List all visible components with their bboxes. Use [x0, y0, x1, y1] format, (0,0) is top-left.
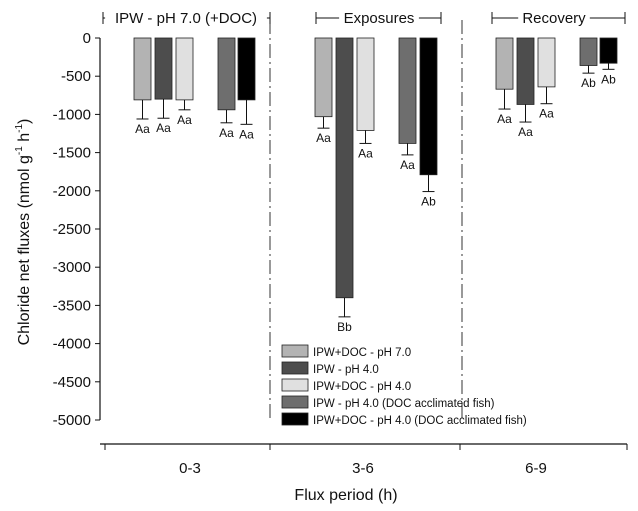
x-tick-label: 3-6 — [352, 460, 374, 477]
legend-swatch — [281, 412, 309, 426]
bar — [516, 37, 535, 105]
significance-label: Aa — [239, 127, 254, 141]
y-tick-label: -3500 — [53, 297, 91, 314]
y-tick-label: -5000 — [53, 412, 91, 429]
y-tick-label: 0 — [83, 30, 91, 47]
bar — [579, 37, 598, 66]
y-tick-label: -4500 — [53, 374, 91, 391]
significance-label: Aa — [358, 146, 373, 160]
period-label-bg — [105, 6, 267, 28]
significance-label: Aa — [316, 131, 331, 145]
x-tick-label: 0-3 — [179, 460, 201, 477]
legend-label: IPW - pH 4.0 — [313, 364, 379, 376]
axes: 0 -500 -1000 -1500 -2000 -2500 -3000 -3500 -4000… — [53, 30, 628, 477]
bar — [537, 37, 556, 88]
bar — [314, 37, 333, 118]
legend-label: IPW - pH 4.0 (DOC acclimated fish) — [313, 398, 495, 410]
significance-label: Aa — [219, 126, 234, 140]
period-label-bg — [339, 6, 419, 28]
significance-label: Bb — [337, 320, 352, 334]
significance-label: Aa — [177, 113, 192, 127]
y-tick-label: -4000 — [53, 336, 91, 353]
bar — [495, 37, 514, 90]
legend-label: IPW+DOC - pH 7.0 — [313, 347, 411, 359]
period-label: Recovery — [522, 10, 586, 27]
x-axis-label: Flux period (h) — [294, 487, 397, 504]
x-tick-label: 6-9 — [525, 460, 547, 477]
legend: IPW+DOC - pH 7.0 IPW - pH 4.0 IPW+DOC - pH… — [281, 344, 527, 427]
legend-swatch — [281, 378, 309, 392]
legend-swatch — [281, 395, 309, 409]
period-label: Exposures — [344, 10, 415, 27]
bar — [599, 37, 618, 64]
significance-label: Aa — [497, 112, 512, 126]
bar — [398, 37, 417, 144]
bar — [133, 37, 152, 101]
y-tick-label: -1500 — [53, 145, 91, 162]
y-tick-label: -500 — [61, 68, 91, 85]
bar — [237, 37, 256, 101]
bar — [217, 37, 236, 111]
significance-label: Aa — [156, 121, 171, 135]
legend-label: IPW+DOC - pH 4.0 — [313, 381, 411, 393]
bar — [356, 37, 375, 131]
legend-label: IPW+DOC - pH 4.0 (DOC acclimated fish) — [313, 415, 527, 427]
significance-label: Ab — [601, 72, 616, 86]
bar — [335, 37, 354, 299]
bar — [175, 37, 194, 101]
period-label-bg — [518, 6, 590, 28]
legend-swatch — [281, 361, 309, 375]
significance-label: Aa — [135, 122, 150, 136]
y-tick-label: -1000 — [53, 106, 91, 123]
y-tick-label: -2500 — [53, 221, 91, 238]
significance-label: Aa — [518, 125, 533, 139]
significance-label: Ab — [421, 195, 436, 209]
plot-area: IPW - pH 7.0 (+DOC) Exposures Recovery Aa Aa… — [102, 6, 626, 420]
significance-label: Ab — [581, 76, 596, 90]
period-label: IPW - pH 7.0 (+DOC) — [115, 10, 257, 27]
y-axis-label: Chloride net fluxes (nmol g-1 h-1) — [14, 119, 33, 346]
significance-label: Aa — [539, 107, 554, 121]
bar — [419, 37, 438, 176]
y-tick-label: -3000 — [53, 259, 91, 276]
bar — [154, 37, 173, 100]
significance-label: Aa — [400, 158, 415, 172]
legend-swatch — [281, 344, 309, 358]
y-tick-label: -2000 — [53, 183, 91, 200]
